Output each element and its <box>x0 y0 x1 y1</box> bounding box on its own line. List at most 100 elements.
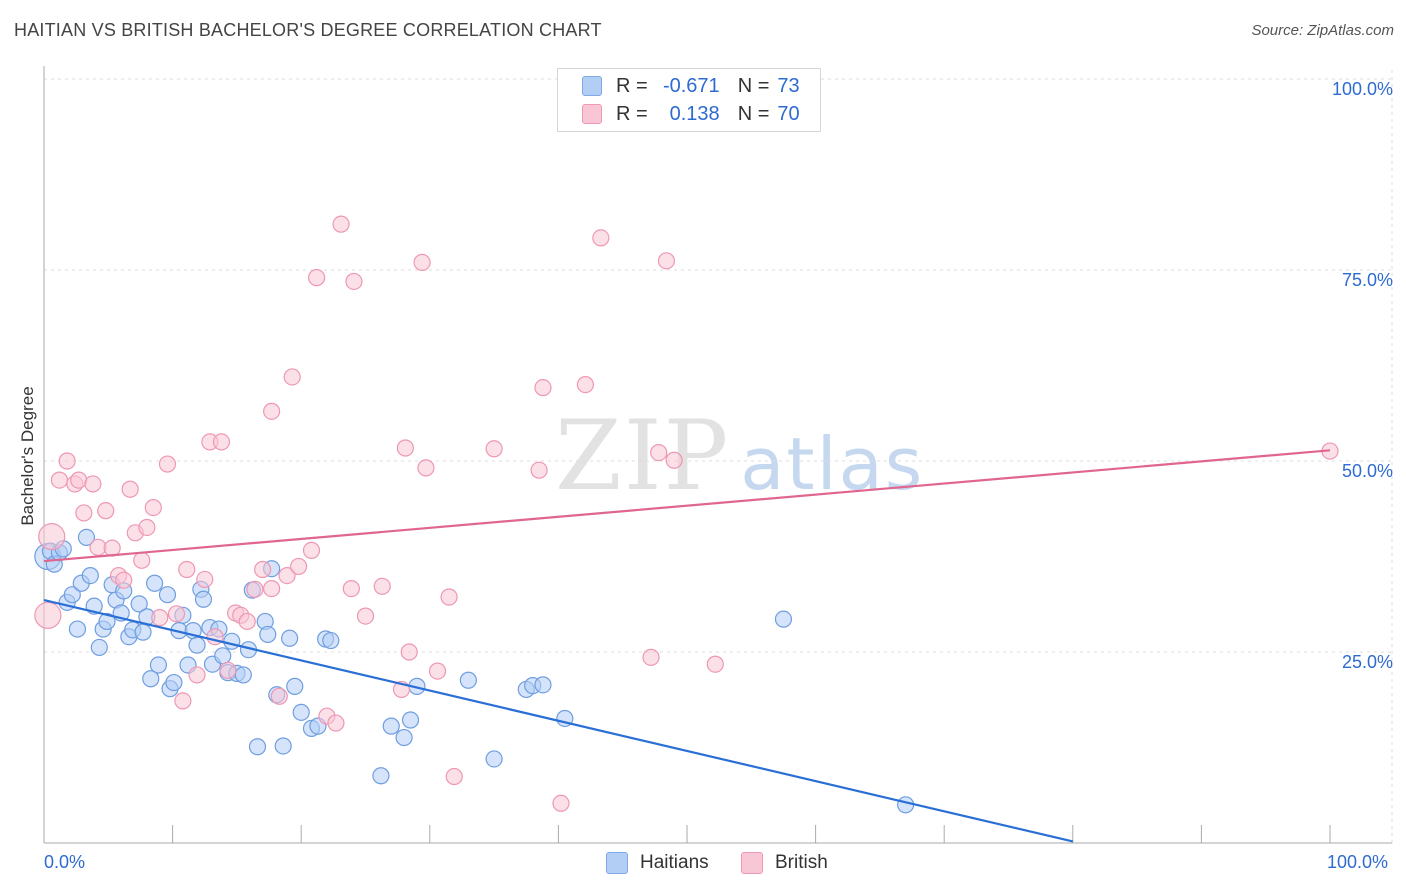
british-point <box>327 714 345 732</box>
haitians-point <box>395 728 413 747</box>
british-point <box>84 475 102 493</box>
haitians-point <box>292 703 310 721</box>
british-point <box>332 215 350 233</box>
british-point <box>174 692 192 710</box>
haitians-point <box>382 717 400 735</box>
legend-r-value: -0.671 <box>662 74 720 97</box>
legend-swatch-haitians <box>606 852 628 874</box>
haitians-point <box>130 595 148 613</box>
x-tick-label-min: 0.0% <box>44 852 86 872</box>
british-point <box>665 451 683 469</box>
british-point <box>188 666 206 684</box>
haitians-point <box>158 586 177 604</box>
haitians-point <box>897 796 915 814</box>
legend-n-value: 70 <box>777 102 800 125</box>
legend-row-british: R = 0.138 N = 70 <box>582 101 800 127</box>
british-point <box>283 368 301 386</box>
british-point <box>158 455 177 473</box>
british-point <box>534 379 552 397</box>
haitians-point <box>149 656 168 674</box>
british-point <box>650 443 668 462</box>
british-point <box>219 661 237 679</box>
legend-label-haitians: Haitians <box>640 852 709 873</box>
legend-r-label: R = <box>616 102 648 125</box>
british-point <box>167 605 186 623</box>
legend-swatch-british <box>582 104 602 124</box>
british-point <box>238 612 256 631</box>
british-point <box>413 253 431 271</box>
legend-n-label: N = <box>737 74 770 97</box>
legend-swatch-haitians <box>582 76 602 96</box>
british-point <box>133 551 151 569</box>
british-point <box>144 499 162 517</box>
haitians-point <box>534 676 552 694</box>
y-tick-label: 25.0% <box>1342 652 1393 672</box>
correlation-legend: R = -0.671 N = 73 R = 0.138 N = 70 <box>557 68 821 132</box>
british-point <box>151 609 169 627</box>
watermark: ZIP atlas <box>555 400 924 512</box>
british-point <box>121 480 139 498</box>
haitians-point <box>77 528 96 547</box>
british-trend-line <box>43 449 1331 563</box>
haitians-point <box>142 670 160 688</box>
british-point <box>70 471 88 489</box>
haitians-point <box>68 620 87 638</box>
british-point <box>115 571 133 589</box>
british-point <box>345 272 363 291</box>
british-point <box>400 643 418 661</box>
x-tick-label-max: 100.0% <box>1327 852 1389 872</box>
british-point <box>417 459 435 477</box>
haitians-point <box>248 738 267 756</box>
y-tick-label: 50.0% <box>1342 461 1393 481</box>
british-point <box>97 502 115 520</box>
british-point <box>212 433 231 451</box>
british-point <box>196 570 214 589</box>
y-axis-label: Bachelor's Degree <box>18 386 37 526</box>
british-point <box>263 579 281 598</box>
british-point <box>50 471 69 489</box>
source-label: Source: ZipAtlas.com <box>1251 22 1394 39</box>
y-tick-label: 100.0% <box>1332 79 1393 99</box>
haitians-trend-line <box>43 598 1074 843</box>
british-point <box>38 523 66 551</box>
british-point <box>396 439 414 457</box>
watermark-atlas: atlas <box>740 422 925 506</box>
british-point <box>138 518 156 537</box>
haitians-point <box>90 638 108 657</box>
haitians-point <box>259 625 277 644</box>
haitians-point <box>98 612 116 631</box>
british-point <box>254 560 272 579</box>
british-point <box>530 461 548 479</box>
haitians-point <box>286 677 304 695</box>
british-point <box>440 588 458 606</box>
british-point <box>342 579 360 598</box>
british-point <box>270 687 288 705</box>
haitians-point <box>401 711 420 729</box>
legend-r-value: 0.138 <box>669 102 720 125</box>
haitians-point <box>281 629 299 647</box>
british-point <box>552 794 570 812</box>
legend-r-label: R = <box>616 74 648 97</box>
british-point <box>75 504 93 522</box>
british-point <box>576 376 595 394</box>
haitians-point <box>63 586 81 604</box>
haitians-point <box>134 623 152 641</box>
bottom-legend-british: British <box>741 852 828 874</box>
british-point <box>706 655 724 673</box>
haitians-point <box>81 566 99 585</box>
british-point <box>302 541 321 559</box>
legend-n-value: 73 <box>777 74 800 97</box>
haitians-point <box>223 632 241 650</box>
british-point <box>657 252 676 270</box>
british-point <box>445 767 463 786</box>
british-point <box>592 229 610 247</box>
haitians-point <box>372 767 390 785</box>
haitians-point <box>214 647 232 665</box>
british-point <box>290 557 308 576</box>
british-point <box>356 607 375 625</box>
haitians-point <box>234 666 252 684</box>
watermark-zip: ZIP <box>555 400 731 512</box>
haitians-point <box>485 750 503 768</box>
legend-label-british: British <box>775 852 828 873</box>
